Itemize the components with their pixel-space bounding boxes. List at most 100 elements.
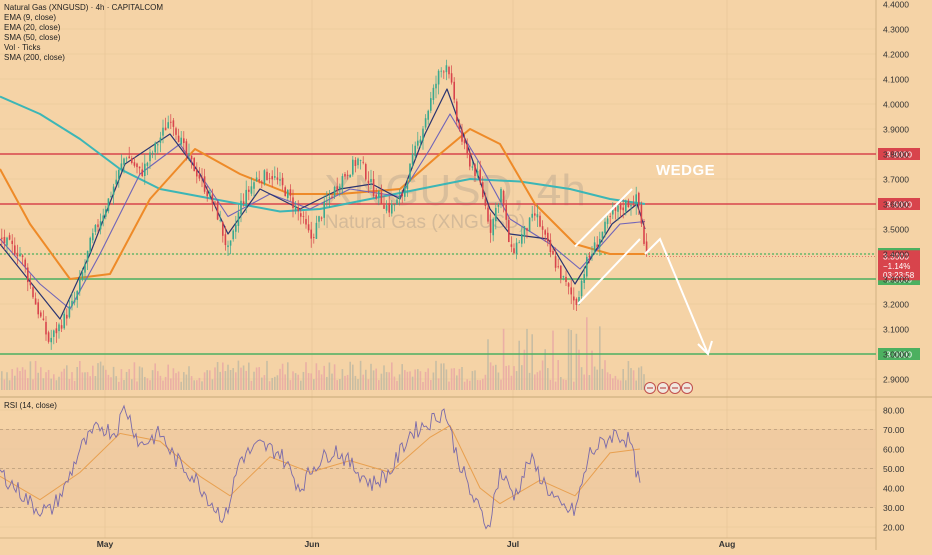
candle-body [539, 215, 541, 227]
candle-body [81, 272, 84, 280]
volume-bar [536, 372, 539, 390]
candle-body [294, 205, 297, 211]
candle-body [76, 291, 78, 300]
volume-bar [417, 369, 419, 390]
candle-body [162, 127, 164, 136]
candle-body [367, 180, 370, 184]
candle-body [531, 213, 533, 218]
volume-bar [591, 350, 593, 390]
volume-bar [596, 369, 598, 390]
price-tick-label: 4.4000 [883, 0, 909, 10]
candle-body [352, 159, 354, 175]
candle-body [198, 174, 201, 179]
candle-body [339, 186, 341, 189]
candle-body [32, 287, 34, 298]
candle-body [419, 139, 422, 143]
legend-sma50[interactable]: SMA (50, close) [4, 33, 61, 42]
volume-bar [53, 374, 55, 390]
level-label: 3.6000 [886, 200, 912, 210]
candle-body [560, 265, 562, 279]
volume-bar [398, 374, 401, 390]
volume-bar [492, 365, 494, 390]
candle-body [570, 287, 572, 295]
candle-body [60, 325, 63, 329]
volume-bar [333, 364, 336, 390]
volume-bar [313, 379, 315, 390]
volume-bar [149, 380, 151, 390]
volume-bar [604, 360, 606, 390]
candle-body [354, 160, 357, 166]
candle-body [151, 152, 154, 154]
legend-sma200[interactable]: SMA (200, close) [4, 53, 65, 62]
candle-body [123, 158, 125, 165]
candle-body [63, 313, 65, 329]
candle-body [245, 189, 247, 206]
candle-body [567, 283, 570, 287]
candle-body [385, 205, 388, 211]
candle-body [216, 201, 219, 220]
volume-bar [37, 372, 39, 390]
candle-body [118, 169, 120, 179]
legend-volume[interactable]: Vol · Ticks [4, 43, 41, 52]
volume-bar [300, 380, 302, 390]
symbol-title[interactable]: Natural Gas (XNGUSD) · 4h · CAPITALCOM [4, 3, 163, 12]
legend-ema9[interactable]: EMA (9, close) [4, 13, 57, 22]
volume-bar [404, 370, 406, 390]
candle-body [133, 162, 136, 166]
candle-body [357, 158, 359, 166]
candle-body [388, 203, 390, 213]
volume-bar [307, 373, 310, 390]
legend-ema20[interactable]: EMA (20, close) [4, 23, 61, 32]
wedge-upper-line [574, 188, 633, 248]
projection-arrowhead [697, 340, 713, 356]
candle-body [128, 156, 130, 159]
candle-body [573, 296, 575, 301]
volume-bar [640, 366, 643, 390]
volume-bar [175, 373, 177, 390]
volume-bar [276, 375, 279, 390]
candle-body [302, 216, 305, 217]
volume-bar [16, 367, 19, 390]
volume-bar [224, 371, 227, 390]
candle-body [97, 224, 99, 228]
candle-body [586, 256, 588, 277]
volume-bar [448, 381, 450, 390]
volume-bar [528, 372, 531, 390]
price-tick-label: 3.5000 [883, 225, 909, 235]
volume-bar [188, 366, 190, 390]
volume-bar [180, 381, 182, 390]
volume-bar [349, 361, 351, 390]
candle-body [411, 153, 414, 165]
candle-body [575, 298, 578, 305]
candle-body [227, 245, 229, 248]
volume-bar [123, 380, 125, 390]
candle-body [445, 65, 448, 73]
candle-body [422, 128, 424, 141]
volume-bar [515, 371, 518, 390]
candle-body [235, 224, 237, 232]
time-tick-label: Jul [507, 539, 519, 549]
candle-body [138, 166, 141, 169]
volume-bar [625, 380, 627, 390]
candle-body [526, 228, 528, 231]
volume-bar [261, 377, 263, 390]
volume-bar [63, 368, 65, 390]
candle-body [250, 186, 253, 194]
volume-bar [487, 339, 489, 390]
price-tick-label: 2.9000 [883, 375, 909, 385]
volume-bar [521, 365, 523, 390]
rsi-title[interactable]: RSI (14, close) [4, 401, 57, 410]
alert-icon-1 [644, 382, 656, 394]
candle-body [469, 153, 471, 167]
volume-bar [326, 376, 328, 390]
candle-body [362, 161, 364, 163]
volume-bar [427, 368, 429, 390]
candle-body [557, 266, 559, 268]
volume-bar [443, 363, 445, 390]
candle-body [313, 237, 315, 238]
volume-bar [71, 372, 73, 390]
candle-body [8, 235, 11, 240]
volume-bar [539, 370, 541, 390]
price-tick-label: 3.6000 [883, 200, 909, 210]
